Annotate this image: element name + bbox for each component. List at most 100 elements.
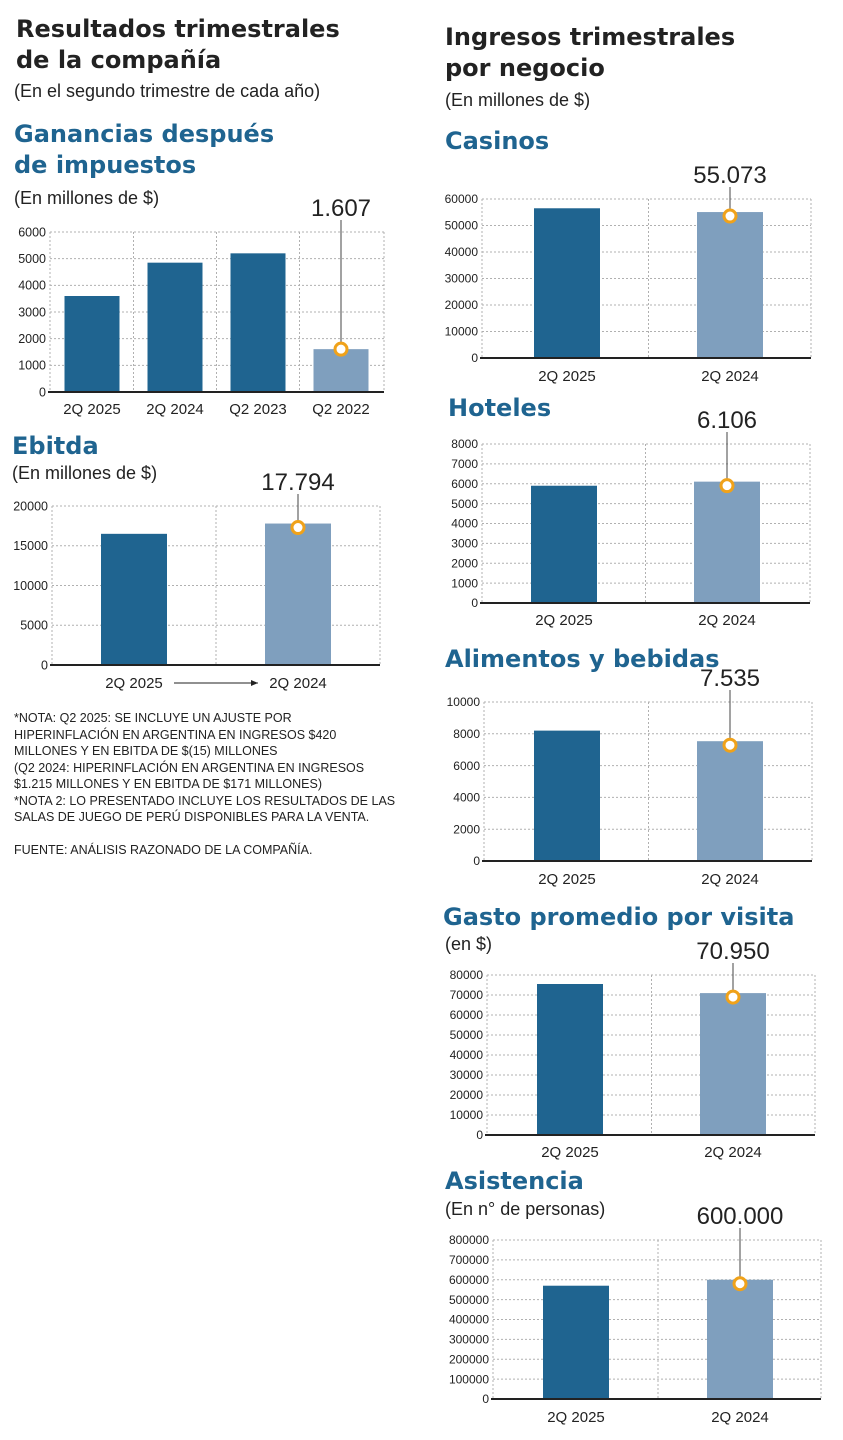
bar — [534, 208, 600, 358]
y-tick-label: 0 — [476, 1128, 483, 1142]
y-tick-label: 40000 — [450, 1048, 484, 1062]
y-tick-label: 50000 — [450, 1028, 484, 1042]
gasto-subtitle: (en $) — [445, 934, 493, 954]
callout-marker — [725, 989, 741, 1005]
y-tick-label: 6000 — [451, 477, 478, 491]
y-tick-label: 3000 — [451, 537, 478, 551]
y-tick-label: 5000 — [18, 252, 46, 266]
y-tick-label: 1000 — [451, 576, 478, 590]
y-tick-label: 70000 — [450, 988, 484, 1002]
right-title: Ingresos trimestrales por negocio — [445, 22, 735, 84]
callout-value: 17.794 — [261, 469, 334, 496]
x-tick-label: 2Q 2025 — [547, 1409, 605, 1426]
bar — [537, 984, 603, 1135]
y-tick-label: 60000 — [445, 192, 479, 206]
left-subtitle: (En el segundo trimestre de cada año) — [14, 81, 321, 101]
ebitda-title: Ebitda — [12, 432, 99, 460]
y-tick-label: 15000 — [13, 539, 48, 553]
y-tick-label: 30000 — [450, 1068, 484, 1082]
callout-marker — [333, 341, 349, 357]
y-tick-label: 30000 — [445, 272, 479, 286]
y-tick-label: 80000 — [450, 968, 484, 982]
y-tick-label: 3000 — [18, 305, 46, 319]
gridlines — [481, 198, 812, 358]
bar — [694, 481, 760, 603]
ganancias-title: Ganancias después de impuestos — [14, 119, 274, 181]
y-tick-label: 20000 — [450, 1088, 484, 1102]
bar — [707, 1279, 773, 1399]
note-line: (Q2 2024: HIPERINFLACIÓN EN ARGENTINA EN… — [14, 760, 365, 775]
y-tick-label: 100000 — [449, 1372, 489, 1386]
x-tick-label: 2Q 2024 — [701, 871, 759, 888]
note-line: *NOTA: Q2 2025: SE INCLUYE UN AJUSTE POR — [14, 711, 292, 725]
ebitda-subtitle: (En millones de $) — [12, 463, 158, 483]
asistencia-title: Asistencia — [445, 1167, 584, 1195]
casinos-title: Casinos — [445, 127, 550, 155]
x-tick-label: Q2 2023 — [229, 401, 287, 418]
y-tick-label: 300000 — [449, 1333, 489, 1347]
x-tick-label: 2Q 2025 — [535, 612, 593, 629]
alimentos-title: Alimentos y bebidas — [445, 645, 720, 673]
ganancias-title-line-1: Ganancias después — [14, 120, 275, 148]
right-subtitle: (En millones de $) — [445, 90, 591, 110]
note-line: $1.215 MILLONES Y EN EBITDA DE $171 MILL… — [14, 777, 323, 791]
y-tick-label: 700000 — [449, 1253, 489, 1267]
y-tick-label: 0 — [473, 854, 480, 868]
x-tick-label: 2Q 2024 — [711, 1409, 769, 1426]
y-tick-label: 500000 — [449, 1293, 489, 1307]
callout-marker — [722, 208, 738, 224]
callout-value: 55.073 — [693, 162, 766, 189]
x-tick-label: Q2 2022 — [312, 401, 370, 418]
hoteles-title: Hoteles — [448, 394, 552, 422]
y-tick-label: 0 — [41, 658, 48, 672]
x-tick-label: 2Q 2025 — [63, 401, 121, 418]
y-tick-label: 7000 — [451, 457, 478, 471]
x-tick-label: 2Q 2025 — [105, 675, 163, 692]
bar — [531, 485, 597, 603]
note-line: MILLONES Y EN EBITDA DE $(15) MILLONES — [14, 744, 278, 758]
gridlines — [49, 231, 385, 392]
y-tick-label: 60000 — [450, 1008, 484, 1022]
callout-marker — [722, 737, 738, 753]
bar — [543, 1285, 609, 1399]
y-tick-label: 0 — [471, 596, 478, 610]
y-tick-label: 2000 — [453, 822, 480, 836]
source-line: FUENTE: ANÁLISIS RAZONADO DE LA COMPAÑÍA… — [14, 842, 313, 857]
gasto-title: Gasto promedio por visita — [443, 903, 795, 931]
y-tick-label: 20000 — [13, 499, 48, 513]
callout-value: 1.607 — [311, 195, 371, 222]
y-tick-label: 400000 — [449, 1313, 489, 1327]
y-tick-label: 4000 — [18, 279, 46, 293]
y-tick-label: 600000 — [449, 1273, 489, 1287]
y-tick-label: 2000 — [18, 332, 46, 346]
bar — [101, 533, 167, 665]
arrow-head — [251, 680, 258, 686]
bar — [700, 993, 766, 1135]
callout-value: 600.000 — [697, 1203, 784, 1230]
bar — [230, 253, 286, 392]
x-tick-label: 2Q 2024 — [146, 401, 204, 418]
asistencia-subtitle: (En n° de personas) — [445, 1199, 606, 1219]
y-tick-label: 10000 — [450, 1108, 484, 1122]
y-tick-label: 0 — [39, 385, 46, 399]
callout-marker — [719, 478, 735, 494]
y-tick-label: 10000 — [445, 325, 479, 339]
y-tick-label: 6000 — [453, 759, 480, 773]
left-title-line-2: de la compañía — [16, 46, 222, 74]
callout-value: 70.950 — [696, 938, 769, 965]
bar — [64, 296, 120, 392]
y-tick-label: 0 — [471, 351, 478, 365]
y-tick-label: 8000 — [451, 437, 478, 451]
callout-marker — [732, 1276, 748, 1292]
ganancias-subtitle: (En millones de $) — [14, 188, 160, 208]
y-tick-label: 6000 — [18, 225, 46, 239]
y-tick-label: 0 — [482, 1392, 489, 1406]
y-tick-label: 2000 — [451, 556, 478, 570]
y-tick-label: 4000 — [451, 517, 478, 531]
y-tick-label: 1000 — [18, 359, 46, 373]
